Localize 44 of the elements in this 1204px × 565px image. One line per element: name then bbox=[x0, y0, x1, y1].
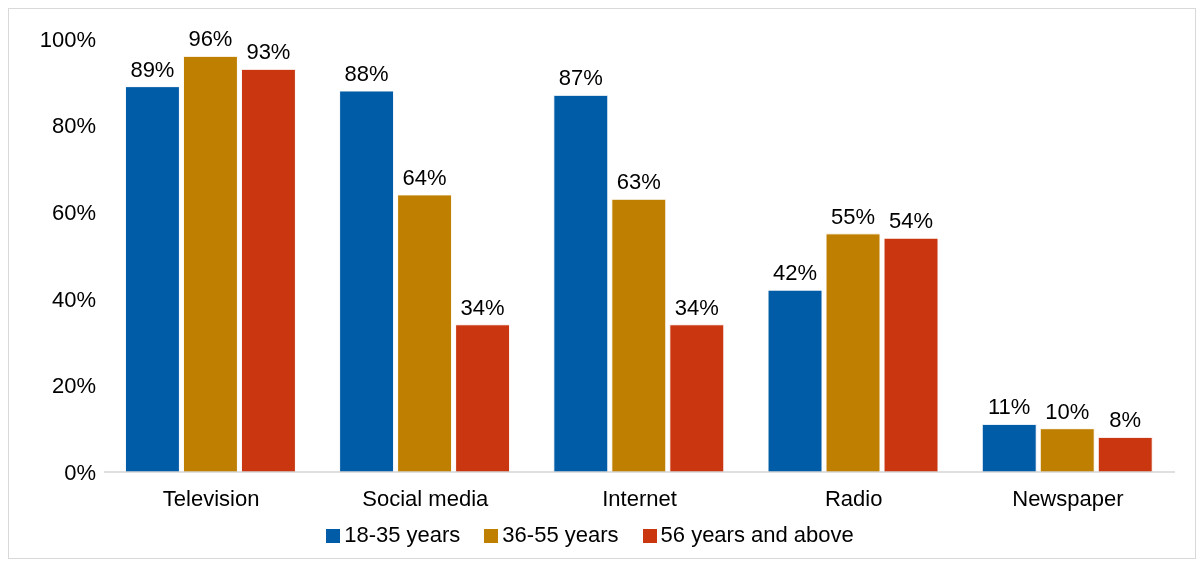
data-label: 89% bbox=[130, 56, 175, 82]
bar bbox=[553, 94, 609, 472]
data-label: 10% bbox=[1045, 398, 1090, 424]
y-tick-label: 20% bbox=[51, 373, 96, 399]
bar bbox=[767, 289, 823, 472]
y-tick-label: 0% bbox=[64, 459, 96, 485]
data-label: 34% bbox=[674, 294, 719, 320]
bar bbox=[611, 198, 667, 472]
y-tick-label: 80% bbox=[51, 113, 96, 139]
bar bbox=[825, 233, 881, 472]
bar bbox=[669, 324, 725, 472]
bar bbox=[182, 55, 238, 472]
data-label: 42% bbox=[773, 260, 818, 286]
bar bbox=[455, 324, 511, 472]
bar bbox=[339, 90, 395, 472]
bar bbox=[397, 194, 453, 472]
y-tick-label: 60% bbox=[51, 200, 96, 226]
x-tick-label: Television bbox=[162, 485, 260, 511]
bar bbox=[981, 423, 1037, 472]
data-label: 11% bbox=[988, 394, 1031, 420]
data-label: 64% bbox=[402, 164, 447, 190]
legend-label: 36-55 years bbox=[502, 522, 619, 547]
bar bbox=[124, 86, 180, 472]
data-label: 96% bbox=[188, 26, 233, 52]
data-label: 87% bbox=[558, 65, 603, 91]
x-tick-label: Social media bbox=[362, 485, 490, 511]
x-tick-label: Internet bbox=[602, 485, 677, 511]
bar bbox=[1039, 428, 1095, 472]
data-label: 8% bbox=[1109, 407, 1142, 433]
x-tick-label: Radio bbox=[824, 485, 883, 511]
bar bbox=[240, 68, 296, 472]
legend-label: 56 years and above bbox=[660, 522, 854, 547]
x-tick-label: Newspaper bbox=[1012, 485, 1124, 511]
y-tick-label: 100% bbox=[39, 26, 96, 52]
y-tick-label: 40% bbox=[51, 286, 96, 312]
data-label: 55% bbox=[831, 203, 876, 229]
data-label: 93% bbox=[246, 39, 291, 65]
data-label: 63% bbox=[616, 169, 661, 195]
data-label: 54% bbox=[889, 208, 934, 234]
bar bbox=[1097, 436, 1153, 472]
data-label: 88% bbox=[344, 60, 389, 86]
legend-label: 18-35 years bbox=[344, 522, 461, 547]
bar bbox=[883, 237, 939, 472]
data-label: 34% bbox=[460, 294, 505, 320]
